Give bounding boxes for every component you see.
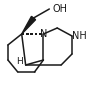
Text: H: H <box>16 57 23 66</box>
Text: N: N <box>40 29 47 39</box>
Text: OH: OH <box>53 4 68 14</box>
Polygon shape <box>22 16 36 34</box>
Text: NH: NH <box>72 31 86 41</box>
